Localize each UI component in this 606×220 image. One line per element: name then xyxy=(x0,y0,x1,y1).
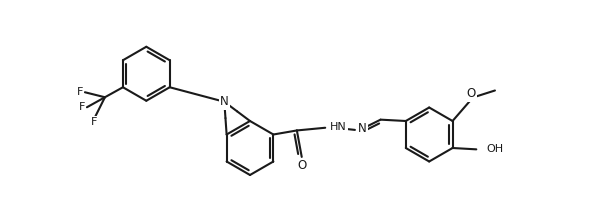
Text: OH: OH xyxy=(487,144,504,154)
Text: N: N xyxy=(220,95,228,108)
Text: F: F xyxy=(91,117,97,127)
Text: F: F xyxy=(77,87,83,97)
Text: HN: HN xyxy=(330,122,347,132)
Text: O: O xyxy=(467,87,476,100)
Text: N: N xyxy=(358,122,367,135)
Text: O: O xyxy=(297,160,307,172)
Text: F: F xyxy=(79,102,85,112)
